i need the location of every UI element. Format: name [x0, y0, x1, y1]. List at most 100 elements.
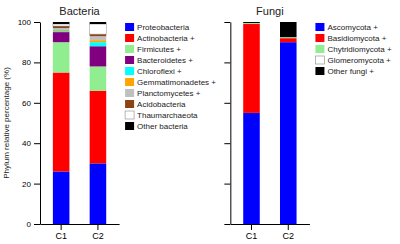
legend-label: Ascomycota + — [327, 23, 378, 32]
tick-mark — [224, 103, 230, 104]
legend: Proteobacteria Actinobacteria + Firmicutes… — [125, 23, 216, 131]
y-axis: 0 20 40 60 80 100 — [18, 18, 41, 229]
tick-mark — [224, 184, 230, 185]
legend-swatch — [125, 89, 134, 97]
tick-label: C1 — [55, 231, 67, 241]
legend-label: Other fungi + — [327, 67, 374, 76]
x-axis: C1 C2 — [41, 224, 120, 241]
legend-item: Acidobacteria — [125, 100, 186, 109]
legend-item: Basidiomycota + — [315, 34, 386, 43]
tick-mark — [34, 224, 40, 225]
legend-swatch — [125, 34, 134, 42]
legend-label: Actinobacteria + — [137, 34, 195, 43]
tick-label: 20 — [22, 180, 31, 189]
tick-label: C2 — [92, 231, 104, 241]
bar-segment — [90, 34, 107, 36]
panel: C1C2Fungi — [224, 5, 310, 241]
legend-item: Bacteroidetes + — [125, 56, 193, 65]
tick-mark — [97, 224, 98, 230]
legend-item: Other fungi + — [315, 67, 374, 76]
bar-segment — [53, 24, 70, 26]
x-tick: C2 — [283, 224, 295, 241]
y-tick — [224, 184, 230, 185]
legend-item: Chloroflexi + — [125, 67, 182, 76]
y-tick: 100 — [18, 18, 40, 27]
x-axis: C1 C2 — [231, 224, 310, 241]
legend-label: Chytridiomycota + — [327, 45, 392, 54]
bar-segment — [53, 32, 70, 42]
bar-segment — [90, 36, 107, 40]
x-tick: C1 — [55, 224, 67, 241]
bar-segment — [90, 46, 107, 66]
tick-mark — [224, 62, 230, 63]
legend-item: Chytridiomycota + — [315, 45, 392, 54]
bar-segment — [53, 171, 70, 224]
y-tick — [224, 103, 230, 104]
legend-swatch — [125, 100, 134, 108]
tick-label: C2 — [283, 231, 295, 241]
tick-mark — [34, 103, 40, 104]
bar-segment — [90, 40, 107, 42]
legend-item: Thaumarchaeota — [125, 111, 198, 120]
bar-segment — [280, 37, 297, 38]
legend-label: Acidobacteria — [137, 100, 186, 109]
bar-segment — [280, 42, 297, 224]
bar-segment — [53, 26, 70, 28]
tick-label: 40 — [22, 139, 31, 148]
legend-label: Proteobacteria — [137, 23, 190, 32]
tick-mark — [224, 22, 230, 23]
legend-item: Planctomycetes + — [125, 89, 201, 98]
bar-segment — [243, 22, 260, 23]
legend-label: Glomeromycota + — [327, 56, 391, 65]
legend-label: Other bacteria — [137, 122, 188, 131]
legend-swatch — [125, 78, 134, 86]
legend-label: Bacteroidetes + — [137, 56, 193, 65]
bar-segment — [53, 73, 70, 172]
bar-segment — [53, 31, 70, 32]
legend-item: Firmicutes + — [125, 45, 181, 54]
tick-mark — [34, 184, 40, 185]
tick-label: 60 — [22, 99, 31, 108]
bar-segment — [90, 24, 107, 34]
bar-segment — [243, 23, 260, 24]
tick-mark — [61, 224, 62, 230]
legend: Ascomycota + Basidiomycota + Chytridiomyco… — [315, 23, 392, 76]
legend-item: Glomeromycota + — [315, 56, 391, 65]
legend-swatch — [125, 67, 134, 75]
tick-mark — [251, 224, 252, 230]
panel: 020406080100C1C2BacteriaPhylum relative … — [2, 5, 120, 241]
bar-segment — [53, 42, 70, 72]
bar-segment — [243, 23, 260, 24]
legend-label: Planctomycetes + — [137, 89, 201, 98]
tick-label: 100 — [18, 18, 32, 27]
tick-label: 80 — [22, 58, 31, 67]
bar-segment — [53, 22, 70, 24]
legend-item: Proteobacteria — [125, 23, 190, 32]
legend-swatch — [125, 122, 134, 130]
y-axis — [224, 23, 231, 225]
bars — [53, 22, 106, 224]
y-tick: 20 — [22, 180, 40, 189]
bar-segment — [90, 163, 107, 224]
bar-segment — [90, 22, 107, 24]
legend-swatch — [125, 45, 134, 53]
y-tick: 0 — [27, 220, 40, 229]
legend-item: Actinobacteria + — [125, 34, 195, 43]
chart-svg: Proteobacteria Actinobacteria + Firmicutes… — [0, 0, 400, 244]
legend-label: Chloroflexi + — [137, 67, 182, 76]
bar-segment — [243, 24, 260, 113]
legend-swatch — [315, 23, 324, 31]
bar-segment — [90, 91, 107, 164]
tick-label: 0 — [27, 220, 32, 229]
tick-label: C1 — [246, 231, 258, 241]
bar-segment — [280, 22, 297, 37]
tick-mark — [34, 62, 40, 63]
x-tick: C1 — [246, 224, 258, 241]
tick-mark — [34, 22, 40, 23]
bars — [243, 22, 296, 224]
y-tick — [224, 62, 230, 63]
axis-line — [41, 224, 120, 225]
y-tick — [224, 143, 230, 144]
legend-item: Gemmatimonadetes + — [125, 78, 216, 87]
legend-swatch — [315, 67, 324, 75]
